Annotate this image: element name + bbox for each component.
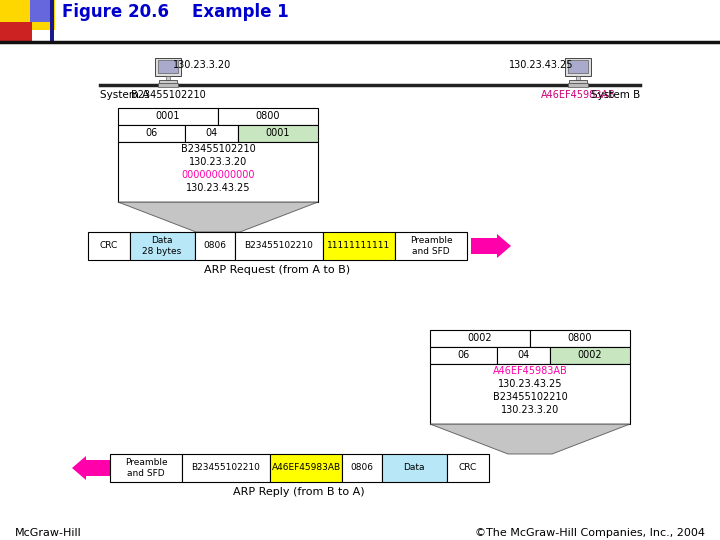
Bar: [342, 454, 382, 482]
Text: 0002: 0002: [468, 333, 492, 343]
Bar: [0, 22, 32, 44]
Bar: [471, 238, 497, 254]
Text: 04: 04: [205, 128, 217, 138]
Text: 130.23.43.25: 130.23.43.25: [508, 60, 573, 70]
Text: A46EF45983AB: A46EF45983AB: [541, 90, 616, 100]
Bar: [497, 347, 550, 364]
Text: B23455102210: B23455102210: [192, 463, 261, 472]
Bar: [565, 58, 591, 76]
Text: 0001: 0001: [156, 111, 180, 121]
Text: Data: Data: [403, 463, 425, 472]
Text: Preamble
and SFD: Preamble and SFD: [410, 237, 452, 256]
Text: 0806: 0806: [351, 463, 374, 472]
Text: 0800: 0800: [256, 111, 280, 121]
Text: A46EF45983AB: A46EF45983AB: [492, 366, 567, 376]
Bar: [550, 347, 630, 364]
Text: 130.23.3.20: 130.23.3.20: [189, 157, 247, 167]
Text: 000000000000: 000000000000: [181, 170, 255, 180]
Bar: [159, 80, 177, 83]
Bar: [185, 125, 238, 142]
Bar: [0, 0, 55, 30]
Polygon shape: [497, 234, 511, 258]
Bar: [50, 0, 54, 44]
Text: 130.23.43.25: 130.23.43.25: [186, 183, 251, 193]
Text: B23455102210: B23455102210: [245, 241, 313, 251]
Bar: [110, 454, 182, 482]
Bar: [30, 0, 50, 22]
Bar: [430, 364, 630, 424]
Text: 06: 06: [457, 350, 469, 360]
Bar: [118, 142, 318, 202]
Text: 130.23.43.25: 130.23.43.25: [498, 379, 562, 389]
Bar: [430, 347, 497, 364]
Polygon shape: [72, 456, 86, 480]
Text: ARP Request (from A to B): ARP Request (from A to B): [204, 265, 350, 275]
Bar: [130, 232, 195, 260]
Bar: [576, 76, 580, 80]
Text: 06: 06: [145, 128, 157, 138]
Bar: [88, 232, 130, 260]
Bar: [182, 454, 270, 482]
Text: 130.23.3.20: 130.23.3.20: [501, 405, 559, 415]
Text: 0806: 0806: [204, 241, 227, 251]
Bar: [86, 460, 110, 476]
Bar: [235, 232, 323, 260]
Text: ©The McGraw-Hill Companies, Inc., 2004: ©The McGraw-Hill Companies, Inc., 2004: [475, 528, 705, 538]
Bar: [158, 60, 178, 73]
Bar: [158, 83, 178, 87]
Text: McGraw-Hill: McGraw-Hill: [15, 528, 82, 538]
Bar: [568, 83, 588, 87]
Polygon shape: [430, 424, 630, 454]
Bar: [238, 125, 318, 142]
Bar: [218, 108, 318, 125]
Bar: [118, 108, 218, 125]
Bar: [447, 454, 489, 482]
Text: 130.23.3.20: 130.23.3.20: [173, 60, 231, 70]
Text: B23455102210: B23455102210: [130, 90, 205, 100]
Bar: [195, 232, 235, 260]
Bar: [382, 454, 447, 482]
Text: B23455102210: B23455102210: [181, 144, 256, 154]
Bar: [430, 330, 530, 347]
Text: Data
28 bytes: Data 28 bytes: [143, 237, 181, 256]
Text: System B: System B: [590, 90, 640, 100]
Text: 04: 04: [517, 350, 529, 360]
Bar: [166, 76, 170, 80]
Bar: [323, 232, 395, 260]
Text: ARP Reply (from B to A): ARP Reply (from B to A): [233, 487, 365, 497]
Bar: [569, 80, 587, 83]
Text: System A: System A: [100, 90, 149, 100]
Text: 0800: 0800: [568, 333, 593, 343]
Text: Figure 20.6    Example 1: Figure 20.6 Example 1: [62, 3, 289, 21]
Bar: [155, 58, 181, 76]
Bar: [530, 330, 630, 347]
Text: 0002: 0002: [577, 350, 603, 360]
Text: CRC: CRC: [100, 241, 118, 251]
Text: 0001: 0001: [266, 128, 290, 138]
Text: CRC: CRC: [459, 463, 477, 472]
Bar: [395, 232, 467, 260]
Bar: [118, 125, 185, 142]
Text: B23455102210: B23455102210: [492, 392, 567, 402]
Bar: [568, 60, 588, 73]
Text: 11111111111: 11111111111: [328, 241, 391, 251]
Polygon shape: [118, 202, 318, 232]
Text: Preamble
and SFD: Preamble and SFD: [125, 458, 167, 478]
Text: A46EF45983AB: A46EF45983AB: [271, 463, 341, 472]
Bar: [270, 454, 342, 482]
